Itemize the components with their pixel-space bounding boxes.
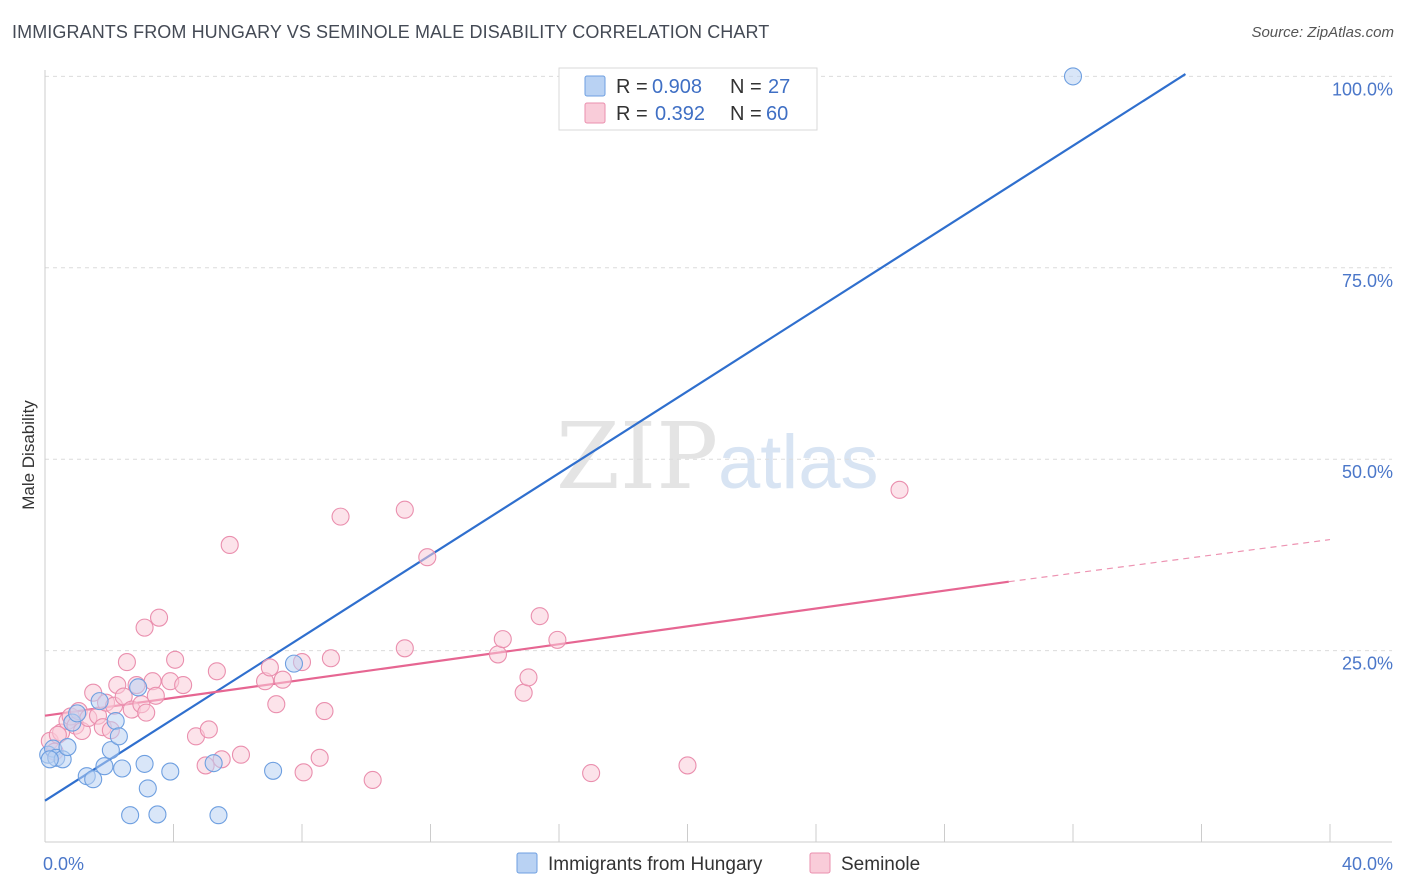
point-seminole: [294, 763, 313, 782]
point-seminole: [363, 770, 382, 790]
point-seminole: [310, 748, 329, 767]
point-seminole: [514, 683, 533, 702]
y-tick-labels: 25.0% 50.0% 75.0% 100.0%: [1332, 79, 1393, 673]
point-seminole: [149, 608, 169, 627]
point-hungary: [40, 750, 59, 769]
legend-n-label-hungary: N =: [730, 76, 762, 98]
point-seminole: [321, 649, 340, 668]
source-credit: Source: ZipAtlas.com: [1251, 24, 1394, 41]
point-hungary: [135, 754, 154, 773]
point-seminole: [488, 645, 508, 664]
series-legend-swatch-hungary: [516, 852, 538, 874]
y-tick-label: 50.0%: [1342, 462, 1393, 482]
point-seminole: [174, 676, 193, 695]
grid-lines: [45, 75, 1392, 652]
point-seminole: [135, 618, 154, 637]
point-hungary: [264, 761, 283, 780]
point-seminole: [267, 695, 286, 714]
point-seminole: [273, 670, 292, 689]
point-seminole: [395, 639, 414, 658]
axes: [44, 70, 1392, 843]
point-seminole: [207, 662, 226, 681]
point-hungary: [138, 779, 157, 798]
point-seminole: [114, 687, 133, 706]
point-hungary: [148, 805, 167, 824]
point-seminole: [519, 668, 538, 687]
series-legend-swatch-seminole: [809, 852, 831, 874]
point-seminole: [315, 702, 334, 721]
point-hungary: [106, 711, 125, 731]
point-hungary: [84, 770, 103, 789]
point-hungary: [90, 692, 109, 711]
legend-r-label-hungary: R =: [616, 76, 648, 98]
point-hungary: [101, 741, 120, 760]
point-seminole: [199, 720, 218, 739]
point-seminole: [220, 535, 239, 554]
point-hungary: [209, 806, 228, 825]
point-seminole: [582, 764, 601, 783]
series-legend: Immigrants from Hungary Seminole: [516, 852, 920, 875]
legend-r-value-seminole: 0.392: [655, 103, 705, 125]
point-seminole: [117, 653, 136, 672]
trend-line-extension-seminole: [1008, 538, 1331, 583]
point-seminole: [166, 650, 185, 669]
point-seminole: [137, 703, 156, 722]
point-seminole: [418, 548, 437, 567]
watermark-atlas: atlas: [718, 420, 879, 505]
legend-n-value-hungary: 27: [768, 76, 790, 98]
point-seminole: [548, 630, 567, 649]
y-tick-label: 75.0%: [1342, 271, 1393, 291]
point-hungary: [109, 727, 128, 746]
point-seminole: [146, 686, 165, 705]
point-hungary: [121, 806, 140, 825]
point-hungary: [68, 704, 87, 723]
x-tick-labels: 0.0% 40.0%: [43, 854, 1393, 874]
point-seminole: [395, 500, 414, 519]
point-seminole: [493, 630, 512, 649]
legend-r-value-hungary: 0.908: [652, 76, 702, 98]
x-tick-label: 40.0%: [1342, 854, 1393, 874]
point-hungary: [1063, 67, 1083, 86]
point-seminole: [678, 756, 697, 775]
stats-legend: R = 0.908 N = 27 R = 0.392 N = 60: [558, 67, 818, 131]
data-points: [39, 67, 1083, 825]
point-seminole: [530, 607, 549, 626]
point-seminole: [331, 507, 350, 526]
y-tick-label: 25.0%: [1342, 654, 1393, 674]
point-hungary: [284, 654, 304, 673]
point-hungary: [58, 738, 77, 757]
legend-r-label-seminole: R =: [616, 103, 648, 125]
point-hungary: [113, 759, 132, 778]
legend-n-label-seminole: N =: [730, 103, 762, 125]
trend-line-seminole: [44, 580, 1009, 717]
x-tick-label: 0.0%: [43, 854, 84, 874]
trend-line-hungary: [44, 73, 1187, 802]
point-seminole: [260, 658, 279, 677]
point-hungary: [95, 757, 114, 776]
legend-swatch-seminole: [584, 102, 606, 124]
watermark: ZIP atlas: [556, 403, 879, 510]
point-hungary: [129, 678, 148, 697]
series-legend-label-hungary: Immigrants from Hungary: [548, 854, 763, 875]
point-hungary: [204, 754, 223, 773]
point-hungary: [161, 762, 180, 781]
legend-swatch-hungary: [584, 75, 606, 97]
chart-title: IMMIGRANTS FROM HUNGARY VS SEMINOLE MALE…: [12, 22, 770, 42]
point-seminole: [890, 480, 909, 499]
watermark-zip: ZIP: [556, 403, 718, 510]
legend-n-value-seminole: 60: [766, 103, 788, 125]
point-seminole: [231, 745, 251, 764]
y-axis-label: Male Disability: [19, 400, 38, 510]
y-tick-label: 100.0%: [1332, 79, 1393, 99]
trend-lines: [44, 73, 1331, 802]
series-legend-label-seminole: Seminole: [841, 854, 920, 875]
